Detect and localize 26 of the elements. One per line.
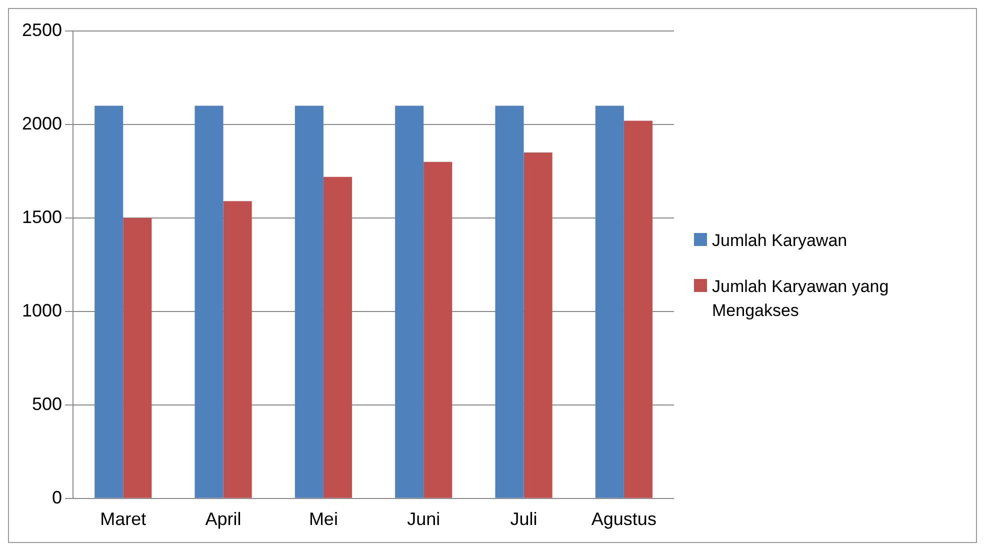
bar — [194, 106, 224, 498]
bar — [524, 152, 552, 498]
x-tick-label: Maret — [100, 509, 146, 530]
x-tick-label: Juli — [510, 509, 538, 530]
x-tick-label: Agustus — [591, 509, 656, 530]
bar — [223, 201, 252, 498]
bar — [94, 106, 124, 498]
bar — [323, 176, 352, 498]
y-tick-label: 1000 — [22, 300, 62, 320]
y-tick-label: 2000 — [22, 113, 62, 134]
bar — [294, 106, 324, 498]
y-tick-label: 500 — [32, 394, 62, 414]
x-tick-label: April — [205, 509, 242, 530]
bar — [424, 162, 452, 498]
bar — [495, 106, 524, 498]
bar — [595, 106, 624, 498]
y-tick-label: 0 — [52, 487, 62, 508]
legend-label: Jumlah Karyawan yang Mengakses — [712, 276, 890, 322]
bar — [624, 120, 652, 498]
legend-label: Jumlah Karyawan — [712, 230, 848, 252]
x-tick-label: Mei — [308, 509, 338, 530]
bar — [395, 106, 424, 498]
y-tick-label: 2500 — [22, 20, 62, 40]
y-tick-label: 1500 — [22, 206, 62, 227]
x-tick-label: Juni — [407, 509, 440, 530]
bar — [123, 218, 152, 498]
